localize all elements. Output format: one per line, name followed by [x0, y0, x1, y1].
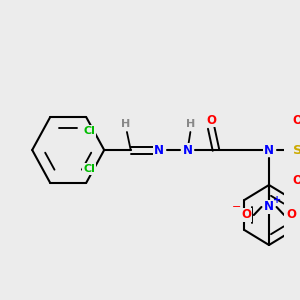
Text: H: H [121, 119, 130, 129]
Text: N: N [182, 143, 193, 157]
Text: O: O [241, 208, 251, 221]
Text: −: − [232, 202, 242, 212]
Text: Cl: Cl [83, 164, 95, 174]
Text: O: O [292, 173, 300, 187]
Text: N: N [264, 143, 274, 157]
Text: +: + [274, 195, 282, 205]
Text: O: O [206, 113, 216, 127]
Text: Cl: Cl [83, 126, 95, 136]
Text: O: O [292, 113, 300, 127]
Text: H: H [186, 119, 195, 129]
Text: O: O [287, 208, 297, 221]
Text: N: N [264, 200, 274, 214]
Text: N: N [154, 143, 164, 157]
Text: S: S [292, 143, 300, 157]
